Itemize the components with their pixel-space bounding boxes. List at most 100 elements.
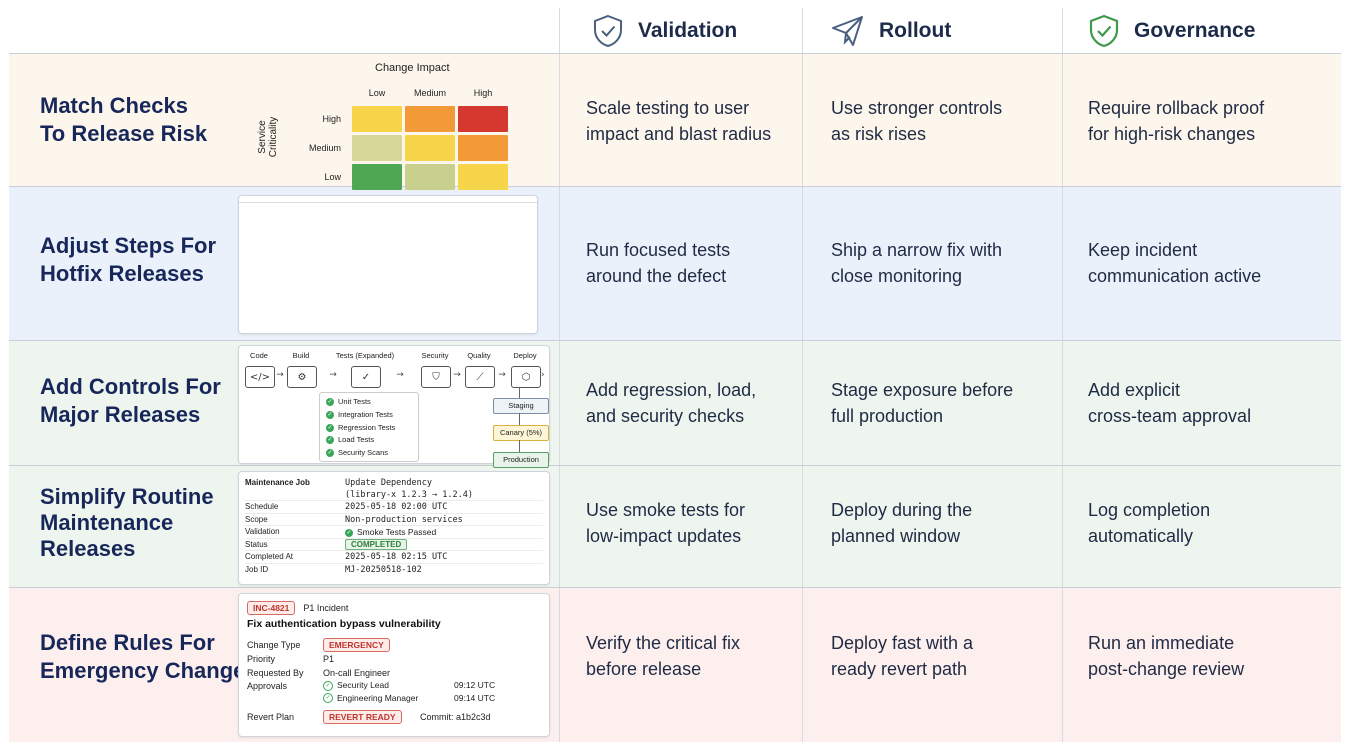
cell-maintenance-rollout: Deploy during the planned window xyxy=(831,500,973,546)
cell-hotfix-rollout: Ship a narrow fix with close monitoring xyxy=(831,240,1003,286)
check-circle-icon: ✓ xyxy=(326,436,334,445)
test-item: ✓ Unit Tests xyxy=(326,397,371,407)
incident-title: Fix authentication bypass vulnerability xyxy=(247,618,441,630)
pipeline-arrow: › xyxy=(541,370,545,380)
pipeline-step-label: Tests (Expanded) xyxy=(335,351,395,360)
cell-risk-validation: Scale testing to user impact and blast r… xyxy=(586,98,772,144)
column-divider xyxy=(1062,8,1063,742)
cell-risk-governance: Require rollback proof for high-risk cha… xyxy=(1088,98,1265,144)
pipeline-step-box: ✓ xyxy=(351,366,381,388)
revert-ready-badge: REVERT READY xyxy=(323,710,402,724)
maintenance-key: Maintenance Job xyxy=(245,478,310,487)
risk-matrix-cell xyxy=(352,106,402,132)
pipeline-step-label: Code xyxy=(250,351,268,360)
shield-check-green-icon xyxy=(1089,14,1119,48)
pipeline-step-label: Build xyxy=(292,351,310,360)
maintenance-divider xyxy=(245,525,543,527)
cell-maintenance-governance: Log completion automatically xyxy=(1088,500,1211,546)
maintenance-value-row: ✓ Smoke Tests Passed xyxy=(345,527,436,537)
cell-maintenance-validation: Use smoke tests for low-impact updates xyxy=(586,500,746,546)
approval-row: ✓ Security Lead 09:12 UTC xyxy=(323,680,503,691)
row-divider xyxy=(9,465,1341,466)
maintenance-divider xyxy=(245,563,543,564)
check-circle-icon: ✓ xyxy=(326,398,334,407)
test-item-label: Security Scans xyxy=(338,448,389,458)
check-circle-icon: ✓ xyxy=(326,423,334,432)
maintenance-value: 2025-05-18 02:00 UTC xyxy=(345,502,448,512)
check-circle-outline-icon: ✓ xyxy=(323,680,333,691)
pipeline-connector xyxy=(519,440,520,452)
test-item: ✓ Security Scans xyxy=(326,448,389,458)
shield-check-outline-icon xyxy=(594,14,622,48)
risk-matrix-row-label: High xyxy=(322,114,341,124)
priority-label: Priority xyxy=(247,654,276,664)
maintenance-key: Schedule xyxy=(245,502,279,511)
deploy-env: Staging xyxy=(493,398,549,414)
test-item-label: Load Tests xyxy=(338,435,375,445)
column-divider xyxy=(559,8,560,742)
maintenance-value: MJ-20250518-102 xyxy=(345,565,422,575)
cell-major-governance: Add explicit cross-team approval xyxy=(1088,380,1252,426)
cell-emergency-validation: Verify the critical fix before release xyxy=(586,633,741,679)
paper-plane-icon xyxy=(832,16,863,46)
pipeline-step-box: ⚙ xyxy=(287,366,317,388)
revert-plan-label: Revert Plan xyxy=(247,712,295,722)
row-title-hotfix: Adjust Steps For Hotfix Releases xyxy=(40,233,217,286)
pipeline-step-label: Security xyxy=(421,351,449,360)
incident-id-badge: INC-4821 xyxy=(247,601,296,615)
maintenance-key: Job ID xyxy=(245,565,269,574)
row-bg-major xyxy=(9,341,1341,465)
pipeline-step-label: Deploy xyxy=(513,351,537,360)
incident-card: INC-4821 P1 Incident Fix authentication … xyxy=(238,593,550,737)
row-divider xyxy=(9,186,1341,187)
risk-matrix-column-label: Medium xyxy=(413,88,446,98)
test-item: ✓ Load Tests xyxy=(326,435,375,445)
row-title-emergency: Define Rules For Emergency Changes xyxy=(40,630,258,683)
maintenance-value: COMPLETED xyxy=(345,538,408,550)
risk-matrix-cell xyxy=(405,106,455,132)
row-bg-hotfix xyxy=(9,187,1341,340)
risk-matrix-cell xyxy=(405,164,455,190)
release-matrix: Validation Rollout Governance Match Chec… xyxy=(9,8,1341,742)
cell-emergency-rollout: Deploy fast with a ready revert path xyxy=(831,633,974,679)
requested-by-label: Requested By xyxy=(247,668,304,678)
priority-value: P1 xyxy=(323,654,335,664)
change-type-label: Change Type xyxy=(247,640,301,650)
approval-row: ✓ Engineering Manager 09:14 UTC xyxy=(323,693,503,704)
risk-matrix-cell xyxy=(458,106,508,132)
approver-name: Engineering Manager xyxy=(337,692,419,703)
maintenance-value: Non-production services xyxy=(345,514,463,525)
column-header-label: Governance xyxy=(1134,19,1256,42)
risk-matrix-row-label: Medium xyxy=(308,143,341,153)
risk-matrix-cell xyxy=(352,164,402,190)
shield-icon: ⛉ xyxy=(432,371,440,383)
pipeline-step-box: ⟋ xyxy=(465,366,495,388)
check-circle-icon: ✓ xyxy=(361,371,371,383)
row-title-maintenance: Simplify Routine Maintenance Releases xyxy=(40,484,214,561)
change-type-badge: EMERGENCY xyxy=(323,638,390,652)
cell-hotfix-validation: Run focused tests around the defect xyxy=(586,240,731,286)
cell-risk-rollout: Use stronger controls as risk rises xyxy=(831,98,1003,144)
approvals-label: Approvals xyxy=(247,681,288,691)
incident-level: P1 Incident xyxy=(303,603,349,613)
pipeline-card: Code </> → Build ⚙ → Tests (Expanded) ✓ → Securit… xyxy=(238,345,550,468)
column-header-governance: Governance xyxy=(1088,8,1255,54)
maintenance-key: Scope xyxy=(245,514,268,524)
maintenance-key: Completed At xyxy=(245,552,294,562)
pipeline-arrow: → xyxy=(329,370,337,380)
pipeline-step-label: Quality xyxy=(467,351,491,360)
maintenance-value: Update Dependency (library-x 1.2.3 → 1.2… xyxy=(345,478,473,500)
code-icon: </> xyxy=(249,371,271,383)
maintenance-key: Status xyxy=(245,539,268,549)
test-item: ✓ Integration Tests xyxy=(326,410,393,419)
maintenance-value: Smoke Tests Passed xyxy=(357,527,437,538)
test-item-label: Unit Tests xyxy=(338,397,371,406)
tests-list: ✓ Unit Tests ✓ Integration Tests ✓ Regression… xyxy=(319,392,419,462)
risk-matrix: Change Impact Service Criticality Low Med… xyxy=(245,60,545,190)
approval-time: 09:14 UTC xyxy=(454,692,496,703)
pipeline-connector xyxy=(519,413,520,425)
check-circle-icon: ✓ xyxy=(326,410,334,419)
check-circle-outline-icon: ✓ xyxy=(323,693,333,704)
check-circle-icon: ✓ xyxy=(345,528,353,537)
maintenance-divider xyxy=(245,537,543,539)
